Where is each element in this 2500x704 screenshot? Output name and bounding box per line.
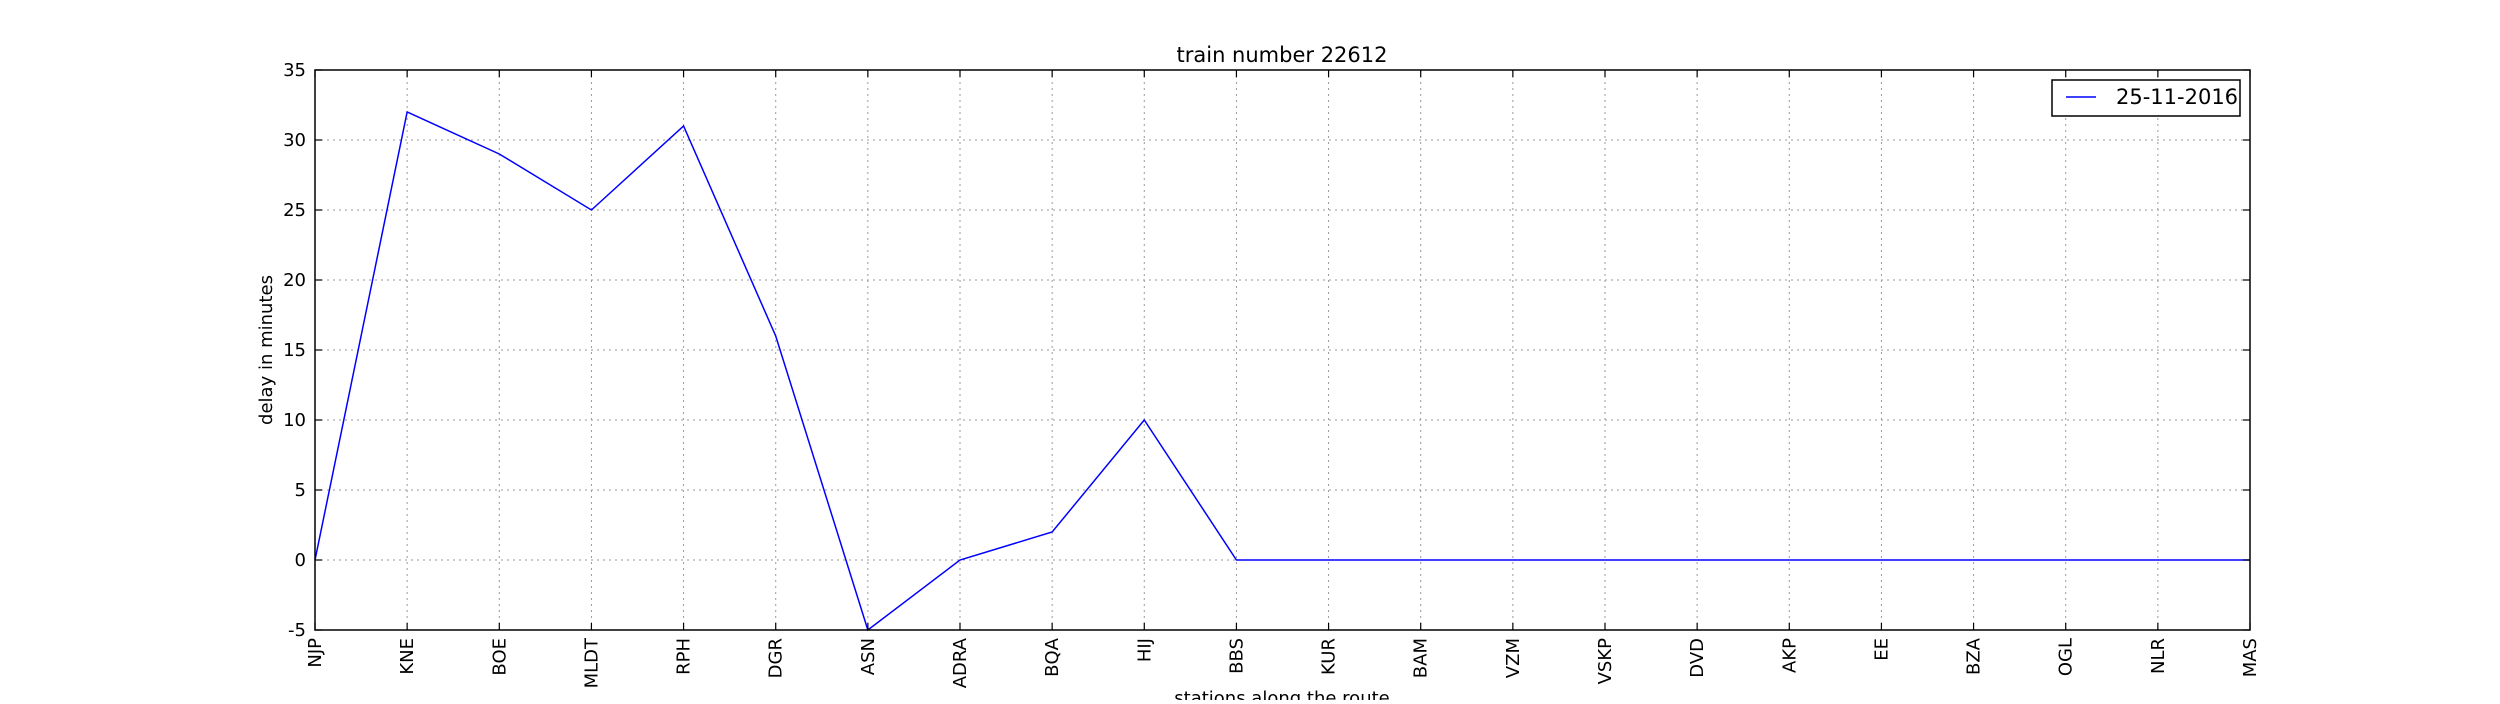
legend: 25-11-2016 [2051, 79, 2241, 117]
series-lines [314, 110, 2250, 632]
y-tick-label: 20 [283, 270, 306, 291]
legend-entry-label: 25-11-2016 [2116, 85, 2238, 109]
x-tick-label: AKP [1779, 638, 1800, 673]
x-tick-label: NLR [2148, 638, 2169, 674]
y-tick-label: 5 [295, 480, 306, 501]
x-tick-label: DGR [766, 638, 787, 678]
x-tick-label: DVD [1687, 638, 1708, 678]
x-tick-label: NJP [305, 638, 326, 668]
y-axis-title: delay in minutes [256, 275, 277, 425]
x-tick-label: OGL [2056, 638, 2077, 676]
y-tick-label: 15 [283, 340, 306, 361]
x-tick-label: MLDT [581, 637, 602, 688]
x-tick-label: BZA [1964, 637, 1985, 675]
x-tick-label: ASN [858, 638, 879, 675]
x-tick-labels: NJP KNE BOE MLDT RPH DGR ASN ADRA BQA HIJ BBS KUR BA… [305, 637, 2261, 688]
x-axis-title: stations along the route [1174, 688, 1389, 700]
x-tick-label: HIJ [1134, 638, 1155, 662]
x-tick-label: BBS [1226, 638, 1247, 674]
x-tick-label: VZM [1503, 638, 1524, 678]
x-tick-label: VSKP [1595, 638, 1616, 685]
x-tick-label: BQA [1042, 637, 1063, 677]
axis-ticks [314, 69, 2251, 631]
y-tick-labels: -5 0 5 10 15 20 25 30 35 [283, 60, 306, 641]
x-tick-label: ADRA [950, 637, 971, 688]
y-tick-label: 25 [283, 200, 306, 221]
grid-lines [315, 70, 2250, 630]
y-tick-label: 0 [295, 550, 306, 571]
y-tick-label: 35 [283, 60, 306, 81]
x-tick-label: EE [1871, 638, 1892, 661]
x-tick-label: RPH [674, 638, 695, 675]
chart-title: train number 22612 [1177, 43, 1388, 67]
legend-box [2051, 79, 2241, 117]
x-tick-label: KUR [1319, 638, 1340, 675]
x-tick-label: KNE [397, 638, 418, 675]
y-tick-label: 10 [283, 410, 306, 431]
x-tick-label: MAS [2240, 638, 2261, 677]
series-line [314, 110, 2250, 632]
x-tick-label: BAM [1411, 638, 1432, 678]
y-tick-label: 30 [283, 130, 306, 151]
y-tick-label: -5 [288, 620, 306, 641]
x-tick-label: BOE [489, 638, 510, 676]
